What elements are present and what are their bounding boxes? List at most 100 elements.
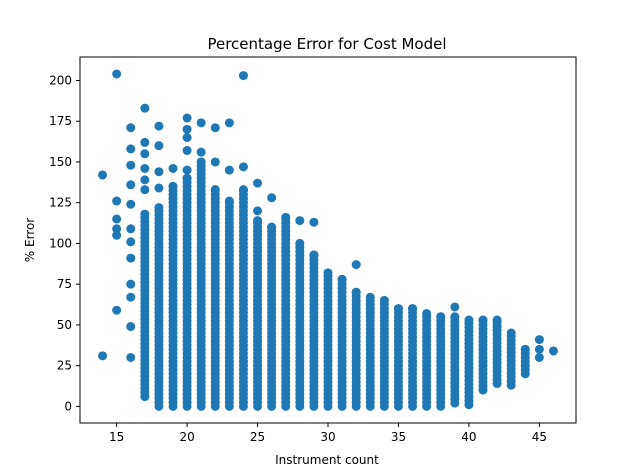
data-point: [126, 160, 136, 170]
data-point: [154, 141, 164, 151]
data-point: [168, 163, 178, 173]
data-point: [112, 224, 122, 234]
data-point: [196, 147, 206, 157]
data-points: [98, 69, 558, 411]
data-point: [267, 193, 277, 203]
data-point: [112, 214, 122, 224]
data-point: [112, 305, 122, 315]
data-point: [168, 181, 178, 191]
data-point: [309, 217, 319, 227]
data-point: [393, 304, 403, 314]
y-axis-label: % Error: [23, 218, 37, 263]
x-tick-label: 15: [109, 430, 124, 444]
data-point: [323, 268, 333, 278]
data-point: [253, 216, 263, 226]
data-point: [520, 344, 530, 354]
y-axis-ticks: 0 25 50 75 100 125 150 175 200: [49, 73, 80, 413]
data-point: [238, 185, 248, 195]
y-tick-label: 175: [49, 114, 72, 128]
data-point: [281, 212, 291, 222]
data-point: [154, 203, 164, 213]
data-point: [98, 170, 108, 180]
data-point: [224, 118, 234, 128]
data-point: [196, 118, 206, 128]
data-point: [182, 124, 192, 134]
data-point: [126, 224, 136, 234]
y-tick-label: 200: [49, 73, 72, 87]
data-point: [408, 304, 418, 314]
data-point: [422, 308, 432, 318]
data-point: [478, 315, 488, 325]
data-point: [182, 146, 192, 156]
data-point: [450, 302, 460, 312]
x-tick-label: 30: [320, 430, 335, 444]
data-point: [126, 180, 136, 190]
x-tick-label: 35: [391, 430, 406, 444]
y-tick-label: 150: [49, 155, 72, 169]
data-point: [140, 137, 150, 147]
y-tick-label: 125: [49, 196, 72, 210]
data-point: [534, 335, 544, 345]
x-axis-label: Instrument count: [275, 453, 379, 467]
data-point: [140, 175, 150, 185]
data-point: [196, 157, 206, 167]
data-point: [253, 206, 263, 216]
data-point: [238, 71, 248, 81]
x-axis-ticks: 15 20 25 30 35 40 45: [109, 423, 547, 444]
data-point: [450, 312, 460, 322]
data-point: [464, 315, 474, 325]
data-point: [182, 113, 192, 123]
data-point: [267, 222, 277, 232]
data-point: [140, 149, 150, 159]
data-point: [154, 167, 164, 177]
data-point: [126, 199, 136, 209]
y-tick-label: 25: [57, 359, 72, 373]
data-point: [126, 292, 136, 302]
data-point: [182, 133, 192, 142]
x-tick-label: 20: [179, 430, 194, 444]
data-point: [295, 216, 305, 226]
data-point: [351, 260, 361, 270]
data-point: [126, 279, 136, 289]
data-point: [238, 162, 248, 172]
data-point: [224, 196, 234, 206]
data-point: [126, 144, 136, 154]
data-point: [140, 185, 150, 195]
data-point: [154, 183, 164, 193]
data-point: [140, 209, 150, 219]
chart-title: Percentage Error for Cost Model: [207, 35, 446, 53]
data-point: [210, 157, 220, 167]
data-point: [365, 292, 375, 302]
data-point: [112, 69, 122, 79]
y-tick-label: 75: [57, 277, 72, 291]
data-point: [492, 315, 502, 325]
data-point: [112, 196, 122, 206]
data-point: [379, 295, 389, 305]
data-point: [534, 352, 544, 362]
data-point: [154, 121, 164, 131]
data-point: [126, 237, 136, 247]
data-point: [126, 253, 136, 263]
data-point: [126, 352, 136, 362]
data-point: [112, 230, 122, 240]
data-point: [182, 165, 192, 175]
data-point: [182, 173, 192, 183]
x-tick-label: 45: [532, 430, 547, 444]
data-point: [436, 312, 446, 322]
data-point: [126, 123, 136, 133]
data-point: [224, 165, 234, 175]
x-tick-label: 25: [250, 430, 265, 444]
data-point: [309, 250, 319, 260]
data-point: [506, 328, 516, 338]
data-point: [98, 351, 108, 361]
data-point: [295, 238, 305, 248]
x-tick-label: 40: [461, 430, 476, 444]
data-point: [126, 322, 136, 332]
data-point: [351, 287, 361, 297]
data-point: [548, 346, 558, 356]
data-point: [210, 185, 220, 195]
y-tick-label: 0: [64, 399, 72, 413]
data-point: [534, 344, 544, 354]
